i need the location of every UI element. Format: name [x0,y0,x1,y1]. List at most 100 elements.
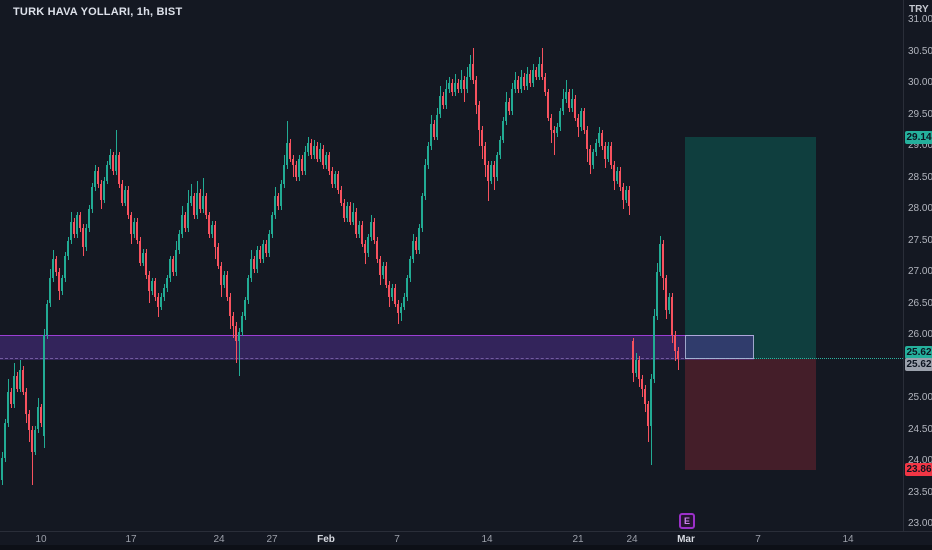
candle-body [97,171,99,184]
candle-body [385,265,387,285]
time-tick-label: 10 [35,534,47,545]
candle-body [271,215,273,235]
candle-body [181,215,183,235]
candle-body [268,234,270,254]
candle-body [301,158,303,172]
candle-body [160,297,162,307]
price-tick-label: 27.00 [908,266,932,277]
candle-body [16,375,18,389]
candle-body [64,256,66,279]
candle-body [496,155,498,178]
candle-body [445,89,447,106]
candle-body [175,249,177,272]
candle-body [502,120,504,140]
candle-body [656,272,658,317]
candle-body [394,287,396,304]
candle-body [73,221,75,235]
symbol-title[interactable]: TURK HAVA YOLLARI, 1h, BIST [13,6,183,18]
candle-body [595,142,597,153]
candle-body [262,243,264,260]
chart-plot-area[interactable] [0,0,903,531]
price-tick-label: 30.50 [908,45,932,57]
candle-body [193,196,195,216]
candle-body [622,186,624,200]
candle-body [19,369,21,389]
earnings-marker-icon[interactable]: E [679,513,695,529]
candle-wick [554,126,555,156]
candle-body [514,79,516,90]
time-axis[interactable]: 10 17 24 27 Feb 7 14 21 24 Mar 7 14 [0,531,932,546]
candle-body [22,369,24,392]
candle-body [352,212,354,222]
candle-body [130,215,132,235]
candle-body [4,423,6,458]
candle-body [586,130,588,150]
candle-body [235,325,237,342]
candle-body [484,146,486,165]
candle-body [223,275,225,285]
candle-body [136,221,138,241]
candle-body [619,171,621,187]
candle-body [277,196,279,206]
candle-body [169,259,171,279]
candle-body [355,212,357,235]
candle-body [40,407,42,424]
candle-body [364,243,366,254]
long-position-profit-box[interactable] [685,137,816,359]
candle-body [52,259,54,279]
candle-body [448,83,450,90]
candle-body [638,360,640,380]
candle-body [82,227,84,247]
candle-body [334,174,336,184]
candle-body [79,215,81,228]
candle-body [325,155,327,165]
candle-body [244,300,246,317]
candle-body [211,224,213,235]
candle-body [103,180,105,200]
candle-body [436,114,438,137]
candle-body [205,196,207,216]
candle-body [400,306,402,313]
candle-body [295,164,297,178]
candle-body [358,224,360,235]
price-tick-label: 26.00 [908,329,932,340]
candle-body [571,98,573,109]
candle-body [112,155,114,172]
candle-body [409,259,411,279]
candle-body [493,164,495,178]
candle-body [662,243,664,279]
candle-body [199,193,201,209]
candle-body [610,146,612,165]
candle-body [274,196,276,216]
candle-body [625,190,627,200]
candle-body [613,164,615,181]
candle-body [187,202,189,228]
candle-body [70,221,72,241]
candle-body [538,64,540,77]
candle-body [322,149,324,165]
price-tick-label: 28.00 [908,203,932,214]
price-axis[interactable]: TRY 31.00 30.50 30.00 29.50 29.00 28.50 28.00 2… [903,0,932,531]
candle-body [487,164,489,181]
candle-body [674,335,676,351]
candle-body [307,142,309,153]
candle-body [635,360,637,373]
candle-body [460,79,462,90]
candle-body [391,287,393,298]
candle-body [433,123,435,137]
candle-body [653,316,655,380]
candle-body [157,297,159,307]
candle-body [589,149,591,165]
price-zone-rectangle[interactable] [0,335,754,360]
candle-body [505,101,507,121]
candle-body [151,281,153,291]
candle-body [641,379,643,389]
candle-body [145,253,147,276]
candle-body [10,391,12,405]
candle-body [76,215,78,235]
candle-body [427,146,429,165]
long-position-loss-box[interactable] [685,358,816,470]
candle-body [574,98,576,118]
candle-body [442,95,444,106]
candle-body [592,152,594,165]
